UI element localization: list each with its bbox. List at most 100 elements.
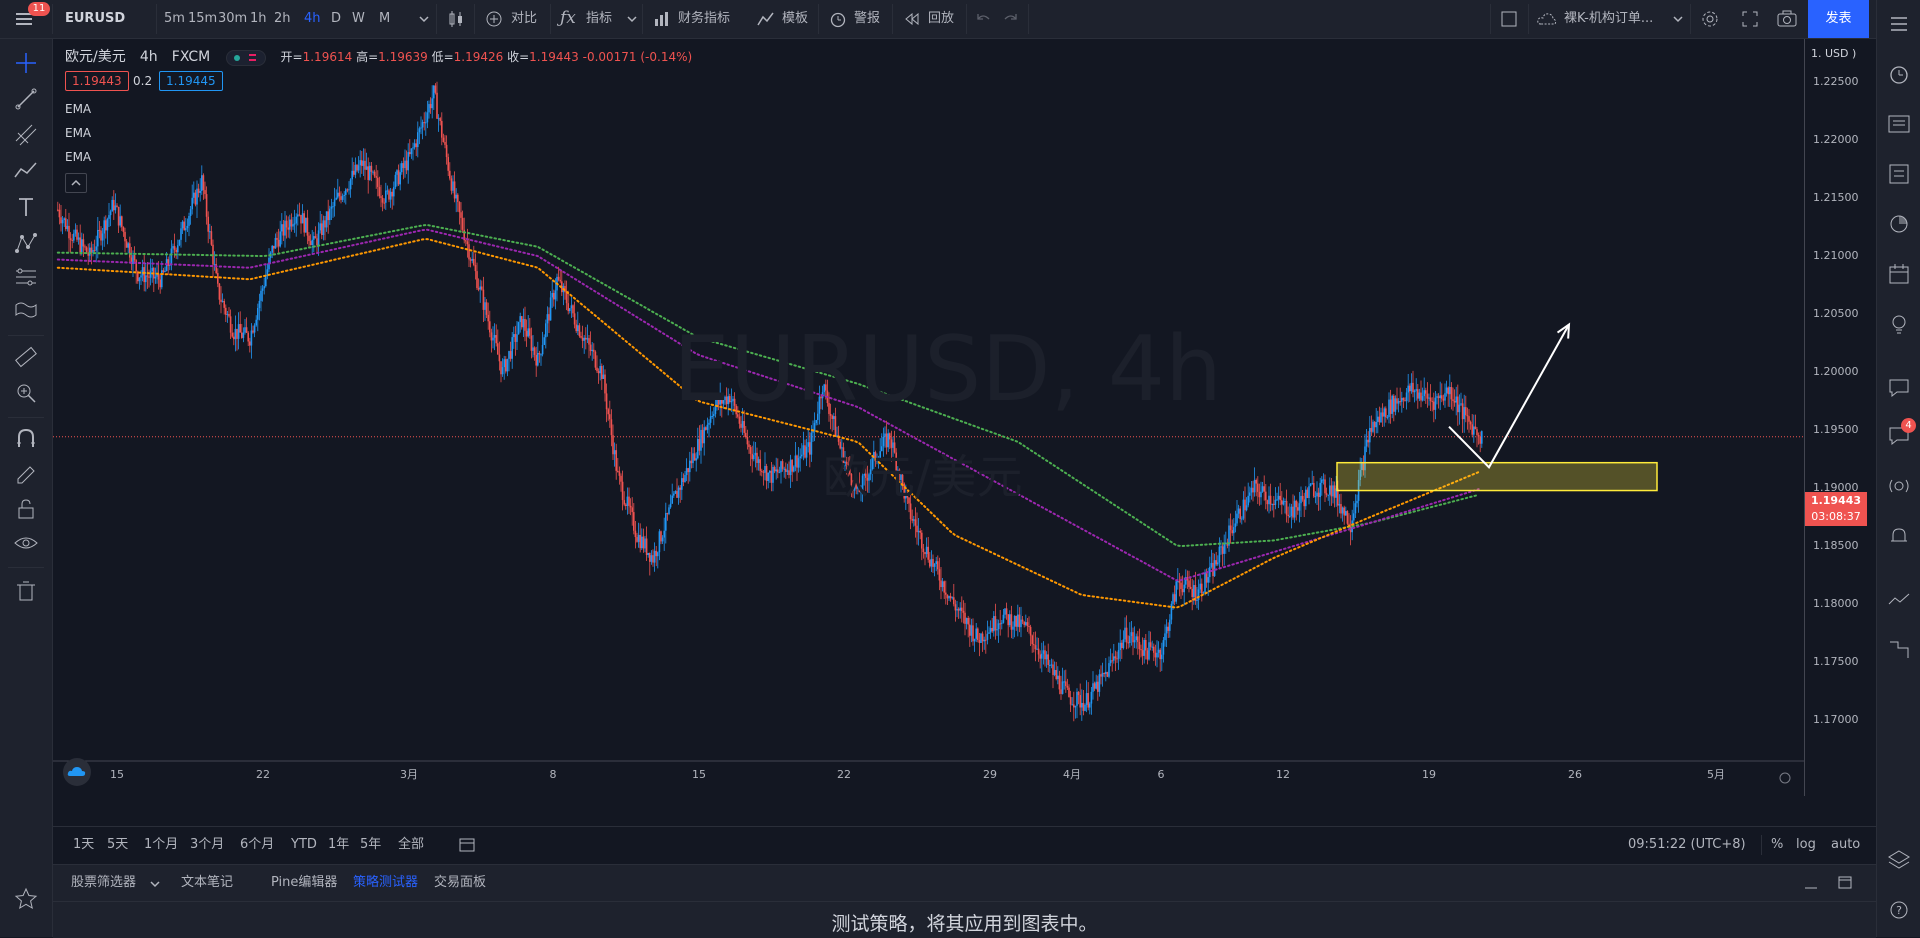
pitchfork-icon[interactable] xyxy=(12,121,40,149)
trend-line-icon[interactable] xyxy=(12,85,40,113)
redo-icon[interactable] xyxy=(1002,11,1020,27)
templates-icon[interactable] xyxy=(756,9,776,29)
templates-button[interactable]: 模板 xyxy=(782,11,809,26)
diagram-icon[interactable] xyxy=(1885,636,1913,664)
hotlist-icon[interactable] xyxy=(1885,160,1913,188)
watchlist-icon[interactable] xyxy=(1885,10,1913,38)
layers-icon[interactable] xyxy=(1885,846,1913,874)
camera-icon[interactable] xyxy=(1776,9,1798,29)
bottom-tab-4[interactable]: 交易面板 xyxy=(434,875,487,890)
magnet-icon[interactable] xyxy=(12,425,40,453)
icon-tool-icon[interactable] xyxy=(12,297,40,325)
range-button-0[interactable]: 1天 xyxy=(73,837,95,852)
node-pattern-icon[interactable] xyxy=(12,229,40,257)
financials-icon[interactable] xyxy=(652,9,672,29)
compare-button[interactable]: 对比 xyxy=(511,11,538,26)
currency-label[interactable]: 1. USD ) xyxy=(1811,47,1857,60)
timer-icon[interactable] xyxy=(1885,210,1913,238)
chevron-down-icon[interactable] xyxy=(418,13,430,25)
goto-date-icon[interactable] xyxy=(458,836,476,854)
eye-icon[interactable] xyxy=(12,529,40,557)
function-icon[interactable]: ƒx xyxy=(560,8,576,28)
timeframe-4h[interactable]: 4h xyxy=(304,11,321,26)
undo-icon[interactable] xyxy=(974,11,992,27)
timeframe-1h[interactable]: 1h xyxy=(250,11,267,26)
range-button-3[interactable]: 3个月 xyxy=(190,837,225,852)
fullscreen-icon[interactable] xyxy=(1740,9,1760,29)
crosshair-icon[interactable] xyxy=(12,49,40,77)
range-button-8[interactable]: 全部 xyxy=(398,837,425,852)
indicators-button[interactable]: 指标 xyxy=(586,11,613,26)
timeframe-5m[interactable]: 5m xyxy=(164,11,185,26)
chart-pane[interactable]: 15 22 3月 8 15 22 29 4月 6 12 19 26 5月 欧元/美元 4h FXCM 开… xyxy=(53,39,1804,796)
market-status-toggle[interactable] xyxy=(226,49,267,66)
help-icon[interactable]: ? xyxy=(1885,896,1913,924)
range-button-6[interactable]: 1年 xyxy=(328,837,350,852)
alarm-clock-icon[interactable] xyxy=(828,9,848,29)
bottom-tab-0[interactable]: 股票筛选器 xyxy=(71,875,137,890)
indicator-ema-2[interactable]: EMA xyxy=(65,126,92,140)
bottom-tab-1[interactable]: 文本笔记 xyxy=(181,875,234,890)
chevron-down-icon[interactable] xyxy=(626,13,638,25)
compare-icon[interactable] xyxy=(484,9,504,29)
range-button-1[interactable]: 5天 xyxy=(107,837,129,852)
price-scale[interactable]: 1. USD ) 1.22500 1.22000 1.21500 1.21000 1.2… xyxy=(1804,39,1877,796)
zoom-icon[interactable] xyxy=(12,379,40,407)
timeframe-2h[interactable]: 2h xyxy=(274,11,291,26)
candles-icon[interactable] xyxy=(446,9,466,29)
fullscreen-square-icon[interactable] xyxy=(1500,10,1518,28)
bottom-tab-3[interactable]: 策略测试器 xyxy=(353,875,419,890)
pencil-lock-icon[interactable] xyxy=(12,461,40,489)
range-button-2[interactable]: 1个月 xyxy=(144,837,179,852)
clock-display[interactable]: 09:51:22 (UTC+8) xyxy=(1628,837,1746,852)
gear-icon[interactable] xyxy=(1700,9,1720,29)
timeframe-W[interactable]: W xyxy=(352,11,365,26)
bid-box[interactable]: 1.19443 xyxy=(65,71,129,91)
maximize-panel-icon[interactable] xyxy=(1837,875,1853,891)
indicator-ema-1[interactable]: EMA xyxy=(65,102,92,116)
tradingview-logo[interactable] xyxy=(63,758,91,786)
timeframe-15m[interactable]: 15m xyxy=(188,11,218,26)
chevron-down-icon[interactable] xyxy=(1672,13,1684,25)
alarm-clock-icon[interactable] xyxy=(1885,60,1913,88)
chevron-down-icon[interactable] xyxy=(149,878,161,890)
indicator-ema-3[interactable]: EMA xyxy=(65,150,92,164)
trash-icon[interactable] xyxy=(12,577,40,605)
alert-button[interactable]: 警报 xyxy=(854,11,881,26)
timeframe-30m[interactable]: 30m xyxy=(218,11,248,26)
replay-button[interactable]: 回放 xyxy=(928,11,955,26)
layout-name[interactable]: 裸K-机构订单... xyxy=(1564,11,1654,26)
calendar-icon[interactable] xyxy=(1885,260,1913,288)
star-icon[interactable] xyxy=(12,885,40,913)
candle-body xyxy=(161,270,163,288)
lightbulb-icon[interactable] xyxy=(1885,310,1913,338)
financials-button[interactable]: 财务指标 xyxy=(678,11,731,26)
timeframe-D[interactable]: D xyxy=(331,11,342,26)
trend-icon[interactable] xyxy=(1885,586,1913,614)
symbol-search[interactable]: EURUSD xyxy=(65,11,126,26)
ask-box[interactable]: 1.19445 xyxy=(159,71,223,91)
pattern-icon[interactable] xyxy=(12,157,40,185)
cloud-icon[interactable] xyxy=(1536,10,1558,28)
collapse-legend-button[interactable] xyxy=(65,173,87,193)
range-button-7[interactable]: 5年 xyxy=(360,837,382,852)
rewind-icon[interactable] xyxy=(902,9,922,29)
log-toggle[interactable]: log xyxy=(1796,837,1816,852)
streams-icon[interactable] xyxy=(1885,472,1913,500)
range-button-5[interactable]: YTD xyxy=(291,837,317,852)
publish-button[interactable]: 发表 xyxy=(1808,0,1869,38)
percent-toggle[interactable]: % xyxy=(1771,837,1784,852)
minimize-panel-icon[interactable] xyxy=(1803,875,1819,891)
ruler-icon[interactable] xyxy=(12,343,40,371)
prediction-icon[interactable] xyxy=(12,263,40,291)
data-window-icon[interactable] xyxy=(1885,110,1913,138)
range-button-4[interactable]: 6个月 xyxy=(240,837,275,852)
bell-icon[interactable] xyxy=(1885,522,1913,550)
chat-icon[interactable] xyxy=(1885,374,1913,402)
menu-icon[interactable] xyxy=(14,9,36,29)
bottom-tab-2[interactable]: Pine编辑器 xyxy=(271,875,338,890)
lock-icon[interactable] xyxy=(12,495,40,523)
timeframe-M[interactable]: M xyxy=(379,11,391,26)
text-tool-icon[interactable] xyxy=(12,193,40,221)
auto-toggle[interactable]: auto xyxy=(1831,837,1861,852)
